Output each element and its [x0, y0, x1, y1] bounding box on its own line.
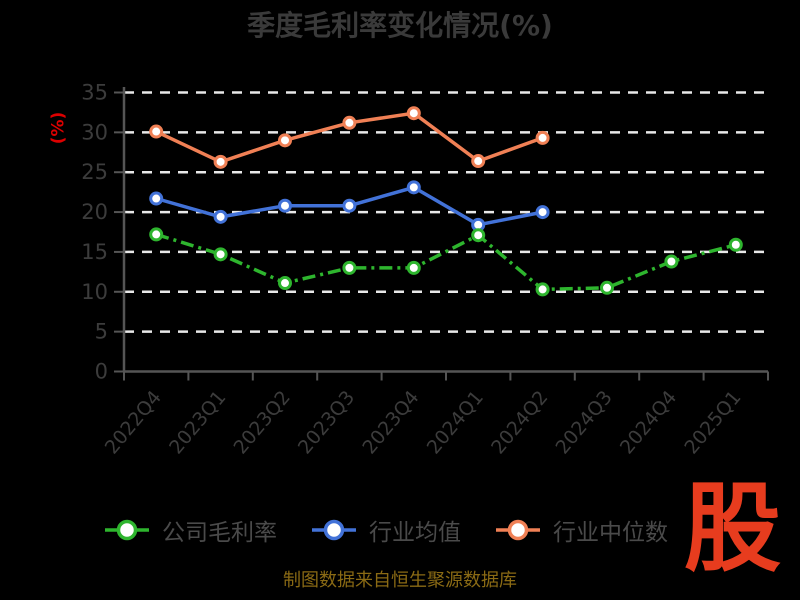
series-marker	[213, 247, 228, 262]
x-tick-label: 2023Q3	[294, 387, 359, 459]
legend-label: 行业均值	[369, 520, 461, 546]
series-marker	[278, 133, 292, 148]
y-tick-label: 35	[81, 81, 108, 105]
series-line	[155, 232, 737, 292]
x-tick-label: 2025Q1	[680, 387, 745, 459]
series-marker	[342, 260, 357, 275]
legend-marker	[323, 519, 345, 541]
series-marker	[664, 254, 679, 269]
y-tick-label: 30	[81, 120, 108, 144]
x-tick-label: 2023Q2	[230, 387, 295, 459]
legend-item: 公司毛利率	[104, 513, 277, 547]
series-marker	[213, 154, 228, 169]
series-marker	[406, 106, 421, 121]
series-marker	[406, 260, 421, 275]
series-marker	[213, 209, 228, 224]
x-tick-label: 2024Q3	[552, 387, 617, 459]
legend-marker	[116, 519, 138, 541]
legend-swatch-icon	[105, 519, 149, 541]
y-axis-unit-label: (%)	[48, 111, 69, 145]
series-marker	[471, 228, 486, 243]
series-marker	[406, 180, 421, 195]
series-marker	[342, 198, 357, 213]
x-tick-label: 2023Q1	[165, 387, 230, 459]
legend-marker	[507, 519, 529, 541]
y-tick-label: 10	[81, 280, 108, 304]
y-tick-label: 15	[81, 240, 108, 264]
y-tick-label: 5	[95, 320, 108, 344]
x-tick-label: 2022Q4	[101, 387, 166, 459]
x-tick-label: 2024Q2	[487, 387, 552, 459]
legend-label: 公司毛利率	[162, 520, 277, 546]
legend: 公司毛利率 行业均值 行业中位数	[104, 513, 668, 547]
series-marker	[149, 227, 164, 242]
legend-swatch-icon	[312, 519, 356, 541]
y-tick-label: 25	[81, 160, 108, 184]
legend-swatch-icon	[496, 519, 540, 541]
series-marker	[149, 191, 164, 206]
stock-logo: 股	[684, 472, 781, 585]
chart-title: 季度毛利率变化情况(%)	[247, 9, 553, 42]
series-marker	[535, 282, 550, 297]
series-marker	[149, 124, 164, 139]
series-marker	[278, 198, 292, 213]
x-tick-label: 2024Q4	[616, 387, 681, 459]
series-marker	[728, 237, 743, 252]
series-marker	[535, 130, 550, 145]
series-marker	[471, 154, 486, 169]
legend-item: 行业均值	[311, 513, 461, 547]
data-source-note: 制图数据来自恒生聚源数据库	[283, 570, 517, 591]
series-marker	[600, 280, 614, 295]
x-tick-label: 2023Q4	[358, 387, 423, 459]
y-tick-label: 20	[81, 200, 108, 224]
series-marker	[342, 115, 357, 130]
legend-item: 行业中位数	[495, 513, 668, 547]
legend-label: 行业中位数	[553, 520, 668, 546]
series-marker	[535, 205, 550, 220]
y-tick-label: 0	[95, 360, 108, 384]
x-tick-label: 2024Q1	[423, 387, 488, 459]
series-marker	[278, 276, 292, 291]
